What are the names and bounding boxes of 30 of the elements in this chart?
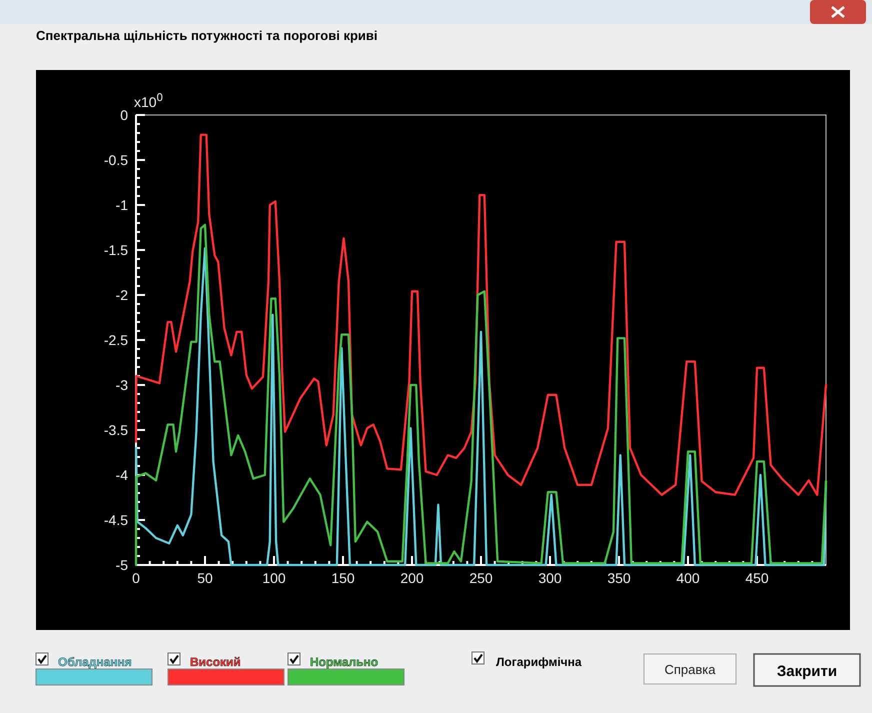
y-tick-label: 0 — [120, 106, 128, 123]
y-tick-label: -2.5 — [104, 332, 128, 348]
y-tick-label: -4.5 — [104, 512, 128, 528]
text: Справка — [664, 662, 716, 677]
y-tick-label: -3 — [116, 376, 128, 393]
x-tick-label: 350 — [607, 570, 631, 586]
x-tick-label: 450 — [745, 570, 769, 586]
x-tick-label: 50 — [197, 570, 213, 586]
x-tick-label: 0 — [132, 570, 140, 586]
y-tick-label: -2 — [116, 286, 128, 303]
text: Логарифмічна — [496, 655, 582, 669]
y-tick-label: -3.5 — [104, 422, 128, 438]
x-tick-label: 250 — [469, 570, 493, 586]
y-tick-label: -1.5 — [104, 242, 128, 258]
x-tick-label: 300 — [538, 570, 562, 586]
text: Нормально — [310, 655, 378, 669]
y-tick-label: -0.5 — [104, 152, 128, 168]
text: Високий — [190, 655, 241, 669]
text: Закрити — [776, 663, 838, 680]
x-tick-label: 150 — [331, 570, 355, 586]
x-tick-label: 200 — [400, 570, 424, 586]
text: Обладнання — [58, 655, 132, 669]
x-tick-label: 400 — [676, 570, 700, 586]
y-tick-label: -1 — [116, 196, 128, 213]
y-tick-label: -4 — [116, 466, 128, 483]
y-tick-label: -5 — [116, 556, 128, 573]
line-series — [134, 134, 828, 496]
x-tick-label: 100 — [262, 570, 286, 586]
text: x10$^{0}$ — [134, 92, 163, 110]
chart-title: Спектральна щільність потужності та порогові криві — [36, 28, 378, 43]
